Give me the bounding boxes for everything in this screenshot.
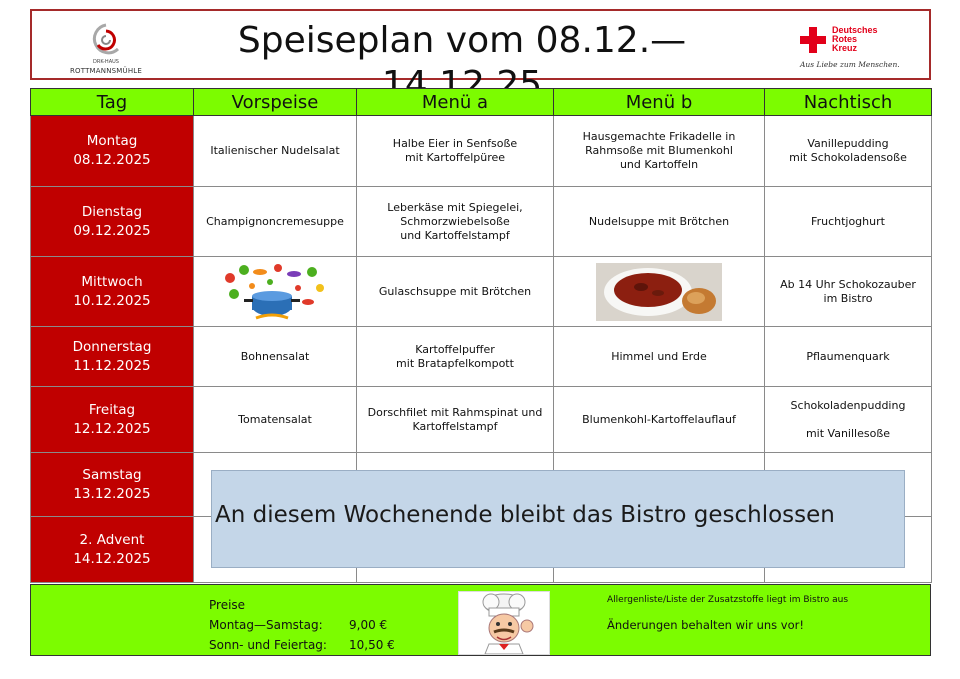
- day-date: 11.12.2025: [73, 357, 151, 374]
- weekend-notice: An diesem Wochenende bleibt das Bistro g…: [211, 470, 905, 568]
- table-row: Freitag 12.12.2025 Tomatensalat Dorschfil…: [30, 386, 932, 453]
- drk-slogan: Aus Liebe zum Menschen.: [800, 60, 900, 69]
- price-label: Sonn- und Feiertag:: [209, 638, 327, 652]
- day-cell: Samstag 13.12.2025: [30, 452, 194, 517]
- vorspeise-cell: Italienischer Nudelsalat: [193, 115, 357, 187]
- menu-b-cell: Blumenkohl-Kartoffelauflauf: [553, 386, 765, 453]
- changes-note: Änderungen behalten wir uns vor!: [607, 618, 804, 632]
- prices-title: Preise: [209, 598, 246, 612]
- table-row: Dienstag 09.12.2025 Champignoncremesuppe …: [30, 186, 932, 257]
- menu-b-cell: Nudelsuppe mit Brötchen: [553, 186, 765, 257]
- day-date: 12.12.2025: [73, 420, 151, 437]
- vorspeise-cell: Champignoncremesuppe: [193, 186, 357, 257]
- chef-icon: [458, 591, 550, 655]
- price-list: Preise Montag—Samstag: 9,00 € Sonn- und …: [209, 595, 395, 655]
- table-row: Donnerstag 11.12.2025 Bohnensalat Kartoff…: [30, 326, 932, 387]
- day-date: 09.12.2025: [73, 222, 151, 239]
- menu-a-cell: Gulaschsuppe mit Brötchen: [356, 256, 554, 327]
- day-cell: Freitag 12.12.2025: [30, 386, 194, 453]
- day-cell: Dienstag 09.12.2025: [30, 186, 194, 257]
- vorspeise-cell: [193, 256, 357, 327]
- footer: Preise Montag—Samstag: 9,00 € Sonn- und …: [30, 584, 931, 656]
- table-header-row: Tag Vorspeise Menü a Menü b Nachtisch: [30, 88, 932, 116]
- column-header: Tag: [30, 88, 194, 116]
- page-title: Speiseplan vom 08.12.—14.12.25: [237, 20, 687, 105]
- menu-table: Tag Vorspeise Menü a Menü b Nachtisch Mo…: [30, 88, 932, 583]
- day-name: Samstag: [82, 466, 142, 483]
- drk-name-line2: Rotes: [832, 34, 858, 44]
- nachtisch-cell: Fruchtjoghurt: [764, 186, 932, 257]
- day-name: Mittwoch: [81, 273, 143, 290]
- allergen-note: Allergenliste/Liste der Zusatzstoffe lie…: [607, 595, 849, 605]
- day-name: Freitag: [88, 401, 136, 418]
- vorspeise-cell: Bohnensalat: [193, 326, 357, 387]
- column-header: Vorspeise: [193, 88, 357, 116]
- day-date: 10.12.2025: [73, 292, 151, 309]
- menu-a-cell: Kartoffelpuffer mit Bratapfelkompott: [356, 326, 554, 387]
- day-name: Montag: [86, 133, 138, 149]
- day-date: 08.12.2025: [73, 152, 151, 168]
- drk-haus-logo: DRK-HAUS ROTTMANNSMÜHLE: [46, 21, 166, 76]
- day-cell: Montag 08.12.2025: [30, 115, 194, 187]
- drk-name-line3: Kreuz: [832, 43, 858, 53]
- header: DRK-HAUS ROTTMANNSMÜHLE Speiseplan vom 0…: [30, 9, 931, 105]
- table-row: Montag 08.12.2025 Italienischer Nudelsala…: [30, 115, 932, 187]
- drk-name-line1: Deutsches: [832, 25, 878, 35]
- logo-line2: ROTTMANNSMÜHLE: [69, 67, 143, 75]
- goulash-soup-icon: [596, 262, 722, 321]
- day-cell: Donnerstag 11.12.2025: [30, 326, 194, 387]
- menu-a-cell: Dorschfilet mit Rahmspinat und Kartoffel…: [356, 386, 554, 453]
- column-header: Menü b: [553, 88, 765, 116]
- day-date: 13.12.2025: [73, 485, 151, 502]
- drk-cross-icon: [800, 27, 826, 53]
- menu-b-cell: Hausgemachte Frikadelle in Rahmsoße mit …: [553, 115, 765, 187]
- logo-line1: DRK-HAUS: [93, 59, 119, 65]
- vorspeise-cell: Tomatensalat: [193, 386, 357, 453]
- price-value: 10,50 €: [349, 638, 395, 652]
- day-name: Dienstag: [81, 203, 143, 220]
- vegetables-pot-icon: [225, 263, 324, 319]
- nachtisch-cell: Schokoladenpudding mit Vanillesoße: [764, 386, 932, 453]
- day-date: 14.12.2025: [73, 550, 151, 567]
- nachtisch-cell: Vanillepudding mit Schokoladensoße: [764, 115, 932, 187]
- drk-logo: Deutsches Rotes Kreuz Aus Liebe zum Mens…: [798, 23, 928, 73]
- price-label: Montag—Samstag:: [209, 618, 323, 632]
- menu-a-cell: Leberkäse mit Spiegelei, Schmorzwiebelso…: [356, 186, 554, 257]
- table-row: Mittwoch 10.12.2025 Gulaschsuppe mit Bröt…: [30, 256, 932, 327]
- day-name: Donnerstag: [72, 338, 152, 355]
- price-row: Montag—Samstag: 9,00 €: [209, 615, 395, 635]
- day-name: 2. Advent: [79, 531, 145, 548]
- column-header: Menü a: [356, 88, 554, 116]
- menu-b-cell: [553, 256, 765, 327]
- weekend-notice-text: An diesem Wochenende bleibt das Bistro g…: [215, 502, 835, 528]
- menu-b-cell: Himmel und Erde: [553, 326, 765, 387]
- day-cell: Mittwoch 10.12.2025: [30, 256, 194, 327]
- nachtisch-cell: Ab 14 Uhr Schokozauber im Bistro: [764, 256, 932, 327]
- drk-haus-logo-icon: [92, 23, 120, 55]
- menu-a-cell: Halbe Eier in Senfsoße mit Kartoffelpüre…: [356, 115, 554, 187]
- price-row: Sonn- und Feiertag: 10,50 €: [209, 635, 395, 655]
- column-header: Nachtisch: [764, 88, 932, 116]
- price-value: 9,00 €: [349, 618, 388, 632]
- day-cell: 2. Advent 14.12.2025: [30, 516, 194, 583]
- nachtisch-cell: Pflaumenquark: [764, 326, 932, 387]
